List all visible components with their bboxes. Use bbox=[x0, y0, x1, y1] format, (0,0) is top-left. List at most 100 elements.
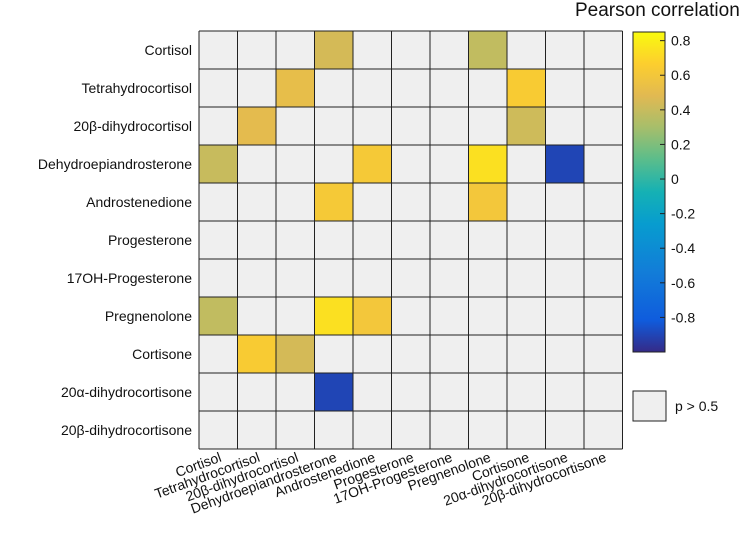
colorbar-tick-label: 0.4 bbox=[671, 102, 691, 118]
heatmap-cell bbox=[314, 297, 353, 335]
heatmap-cell bbox=[507, 107, 546, 145]
heatmap-cell bbox=[507, 221, 546, 259]
heatmap-cell bbox=[199, 69, 238, 107]
heatmap-cell bbox=[237, 221, 276, 259]
heatmap-cell bbox=[430, 373, 469, 411]
row-label: 20α-dihydrocortisone bbox=[61, 384, 192, 400]
heatmap-cell bbox=[584, 373, 623, 411]
na-legend-swatch bbox=[632, 390, 667, 422]
heatmap-cell bbox=[545, 31, 584, 69]
heatmap-cell bbox=[391, 31, 430, 69]
heatmap-cell bbox=[584, 259, 623, 297]
heatmap-cell bbox=[468, 411, 507, 449]
heatmap-cell bbox=[276, 297, 315, 335]
heatmap-cell bbox=[199, 183, 238, 221]
heatmap-cell bbox=[430, 297, 469, 335]
colorbar-tick-label: 0.6 bbox=[671, 67, 691, 83]
heatmap-cell bbox=[468, 69, 507, 107]
heatmap-cell bbox=[507, 297, 546, 335]
heatmap-cell bbox=[584, 335, 623, 373]
heatmap-cell bbox=[276, 183, 315, 221]
heatmap-cell bbox=[391, 183, 430, 221]
colorbar-title: Pearson correlation bbox=[575, 0, 740, 21]
row-label: Androstenedione bbox=[86, 194, 192, 210]
heatmap-cell bbox=[276, 221, 315, 259]
heatmap-cell bbox=[353, 31, 392, 69]
heatmap-cell bbox=[430, 183, 469, 221]
heatmap-cell bbox=[430, 69, 469, 107]
heatmap-cell bbox=[507, 145, 546, 183]
heatmap-cell bbox=[353, 69, 392, 107]
heatmap-cell bbox=[391, 411, 430, 449]
row-label: Dehydroepiandrosterone bbox=[38, 156, 192, 172]
heatmap-cell bbox=[314, 373, 353, 411]
heatmap-cell bbox=[276, 411, 315, 449]
heatmap-cell bbox=[430, 221, 469, 259]
heatmap-cell bbox=[237, 297, 276, 335]
heatmap-cell bbox=[430, 107, 469, 145]
heatmap-cell bbox=[430, 31, 469, 69]
heatmap-cell bbox=[545, 221, 584, 259]
heatmap-cell bbox=[507, 373, 546, 411]
heatmap-cell bbox=[507, 69, 546, 107]
heatmap-cell bbox=[199, 221, 238, 259]
colorbar-tick-label: -0.8 bbox=[671, 309, 695, 325]
heatmap-cell bbox=[237, 145, 276, 183]
heatmap-cell bbox=[430, 145, 469, 183]
heatmap-cell bbox=[314, 69, 353, 107]
heatmap-cell bbox=[545, 411, 584, 449]
heatmap-cell bbox=[237, 107, 276, 145]
colorbar-tick-label: 0 bbox=[671, 171, 679, 187]
colorbar-tick-label: 0.8 bbox=[671, 33, 691, 49]
heatmap-cell bbox=[353, 183, 392, 221]
heatmap-cell bbox=[199, 107, 238, 145]
heatmap-cell bbox=[391, 107, 430, 145]
row-label: 20β-dihydrocortisone bbox=[61, 422, 192, 438]
heatmap-cell bbox=[545, 69, 584, 107]
heatmap-cell bbox=[584, 221, 623, 259]
row-label: 17OH-Progesterone bbox=[67, 270, 193, 286]
heatmap-cell bbox=[237, 373, 276, 411]
heatmap-cell bbox=[199, 373, 238, 411]
heatmap-cell bbox=[314, 221, 353, 259]
heatmap-cell bbox=[314, 31, 353, 69]
heatmap-cell bbox=[314, 183, 353, 221]
heatmap-cell bbox=[391, 69, 430, 107]
heatmap-cell bbox=[199, 297, 238, 335]
heatmap-cell bbox=[468, 145, 507, 183]
heatmap-cell bbox=[468, 31, 507, 69]
heatmap-cell bbox=[276, 373, 315, 411]
heatmap-cell bbox=[314, 259, 353, 297]
colorbar-tick-label: 0.2 bbox=[671, 136, 691, 152]
heatmap-cell bbox=[468, 107, 507, 145]
heatmap-cell bbox=[507, 31, 546, 69]
heatmap-cell bbox=[314, 145, 353, 183]
heatmap-cell bbox=[391, 335, 430, 373]
heatmap-cell bbox=[468, 221, 507, 259]
heatmap-cell bbox=[391, 297, 430, 335]
heatmap-cell bbox=[199, 411, 238, 449]
heatmap-cell bbox=[353, 221, 392, 259]
heatmap-cell bbox=[468, 335, 507, 373]
row-label: Pregnenolone bbox=[105, 308, 192, 324]
heatmap-cell bbox=[199, 145, 238, 183]
heatmap-cell bbox=[237, 31, 276, 69]
heatmap-cell bbox=[507, 183, 546, 221]
na-legend-label: p > 0.5 bbox=[675, 398, 718, 414]
heatmap-cell bbox=[430, 411, 469, 449]
heatmap-cell bbox=[507, 411, 546, 449]
heatmap-cell bbox=[353, 335, 392, 373]
heatmap-cell bbox=[584, 69, 623, 107]
heatmap-cell bbox=[276, 335, 315, 373]
heatmap-cell bbox=[545, 183, 584, 221]
heatmap-cell bbox=[507, 259, 546, 297]
heatmap-cell bbox=[468, 297, 507, 335]
heatmap-cell bbox=[468, 373, 507, 411]
heatmap-cell bbox=[353, 411, 392, 449]
heatmap-cell bbox=[237, 411, 276, 449]
heatmap-cell bbox=[545, 145, 584, 183]
heatmap-cell bbox=[237, 335, 276, 373]
heatmap-cell bbox=[276, 259, 315, 297]
heatmap-cell bbox=[353, 297, 392, 335]
